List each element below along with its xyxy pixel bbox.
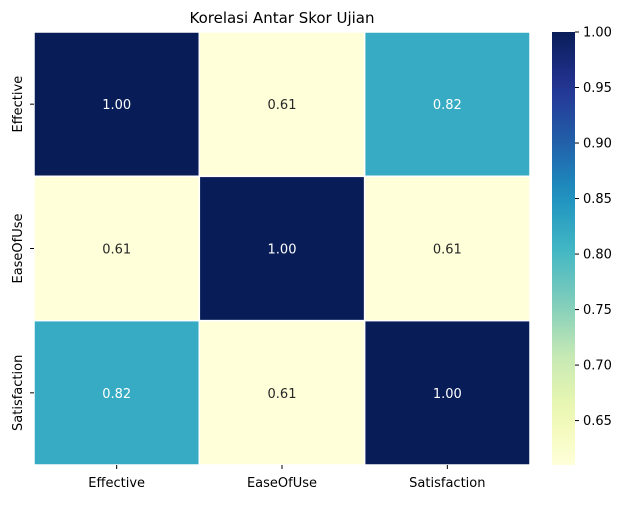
colorbar: 0.65 0.70 0.75 0.80 0.85 0.90 0.95 1.00 xyxy=(552,26,612,465)
cell-value-label: 1.00 xyxy=(102,98,131,113)
x-axis: Effective EaseOfUse Satisfaction xyxy=(88,465,485,491)
cell-value-label: 0.82 xyxy=(433,98,462,113)
x-tick-label: Satisfaction xyxy=(409,476,485,491)
colorbar-tick-label: 0.95 xyxy=(583,81,612,96)
heatmap-cell xyxy=(198,175,366,322)
y-axis: Effective EaseOfUse Satisfaction xyxy=(11,76,34,431)
cell-value-label: 1.00 xyxy=(433,387,462,402)
colorbar-tick-label: 0.80 xyxy=(583,248,612,263)
colorbar-tick-label: 0.85 xyxy=(583,192,612,207)
heatmap-cell xyxy=(363,31,531,178)
colorbar-tick-label: 0.75 xyxy=(583,303,612,318)
cell-value-label: 1.00 xyxy=(268,243,297,258)
colorbar-tick-label: 1.00 xyxy=(583,26,612,41)
x-tick-label: Effective xyxy=(88,476,145,491)
chart-title: Korelasi Antar Skor Ujian xyxy=(189,9,374,27)
colorbar-tick-label: 0.65 xyxy=(583,414,612,429)
cell-value-label: 0.82 xyxy=(102,387,131,402)
x-tick-label: EaseOfUse xyxy=(247,476,317,491)
colorbar-tick-label: 0.70 xyxy=(583,359,612,374)
heatmap-cell xyxy=(33,31,201,178)
colorbar-tick-label: 0.90 xyxy=(583,137,612,152)
heatmap-cell xyxy=(363,175,531,322)
y-tick-label: Effective xyxy=(11,76,26,133)
cell-value-label: 0.61 xyxy=(433,243,462,258)
y-tick-label: Satisfaction xyxy=(11,355,26,431)
heatmap-cell xyxy=(198,31,366,178)
heatmap-cell xyxy=(198,319,366,466)
y-tick-label: EaseOfUse xyxy=(11,213,26,283)
cell-value-label: 0.61 xyxy=(102,243,131,258)
heatmap-cells: 1.00 0.61 0.82 0.61 1.00 0.61 0.82 0.61 1.00 xyxy=(33,31,531,466)
heatmap-cell xyxy=(33,175,201,322)
colorbar-gradient xyxy=(552,32,575,465)
cell-value-label: 0.61 xyxy=(268,387,297,402)
cell-value-label: 0.61 xyxy=(268,98,297,113)
